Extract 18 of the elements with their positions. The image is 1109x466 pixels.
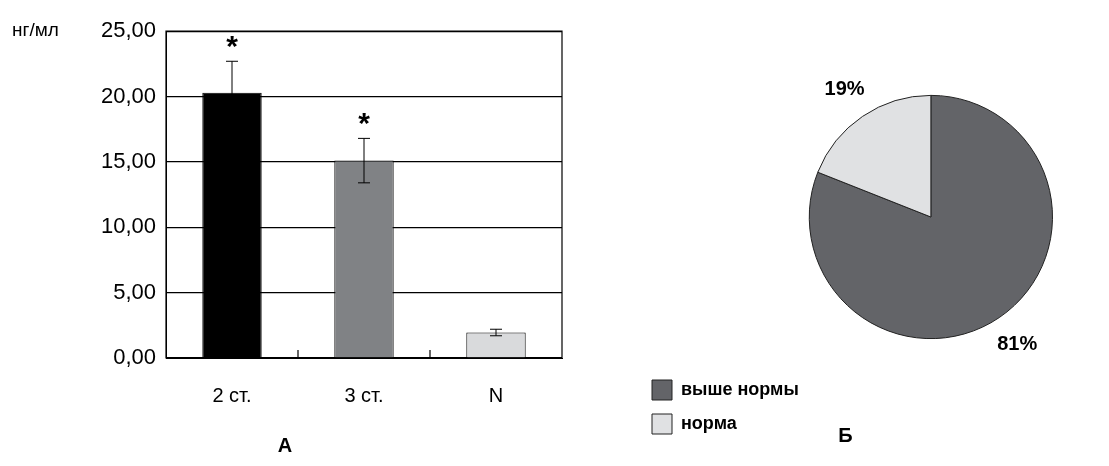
x-tick-label: N (488, 383, 504, 406)
y-tick-label: 15,00 (100, 147, 156, 173)
text: А (277, 433, 293, 456)
text: Б (838, 423, 853, 446)
y-tick-label: 25,00 (100, 17, 156, 43)
y-tick-label: 5,00 (113, 278, 156, 304)
x-tick-label: 2 ст. (212, 383, 252, 406)
y-tick-label: 10,00 (100, 213, 156, 239)
y-axis-title: нг/мл (12, 19, 59, 41)
legend-label: норма (681, 412, 738, 433)
data-label: 19% (824, 77, 865, 100)
legend-label: выше нормы (681, 378, 799, 399)
data-label: 81% (997, 331, 1038, 354)
x-tick-label: 3 ст. (344, 383, 384, 406)
annotation: * (358, 105, 371, 139)
y-tick-label: 0,00 (113, 344, 156, 370)
y-tick-label: 20,00 (100, 82, 156, 108)
annotation: * (226, 28, 239, 62)
